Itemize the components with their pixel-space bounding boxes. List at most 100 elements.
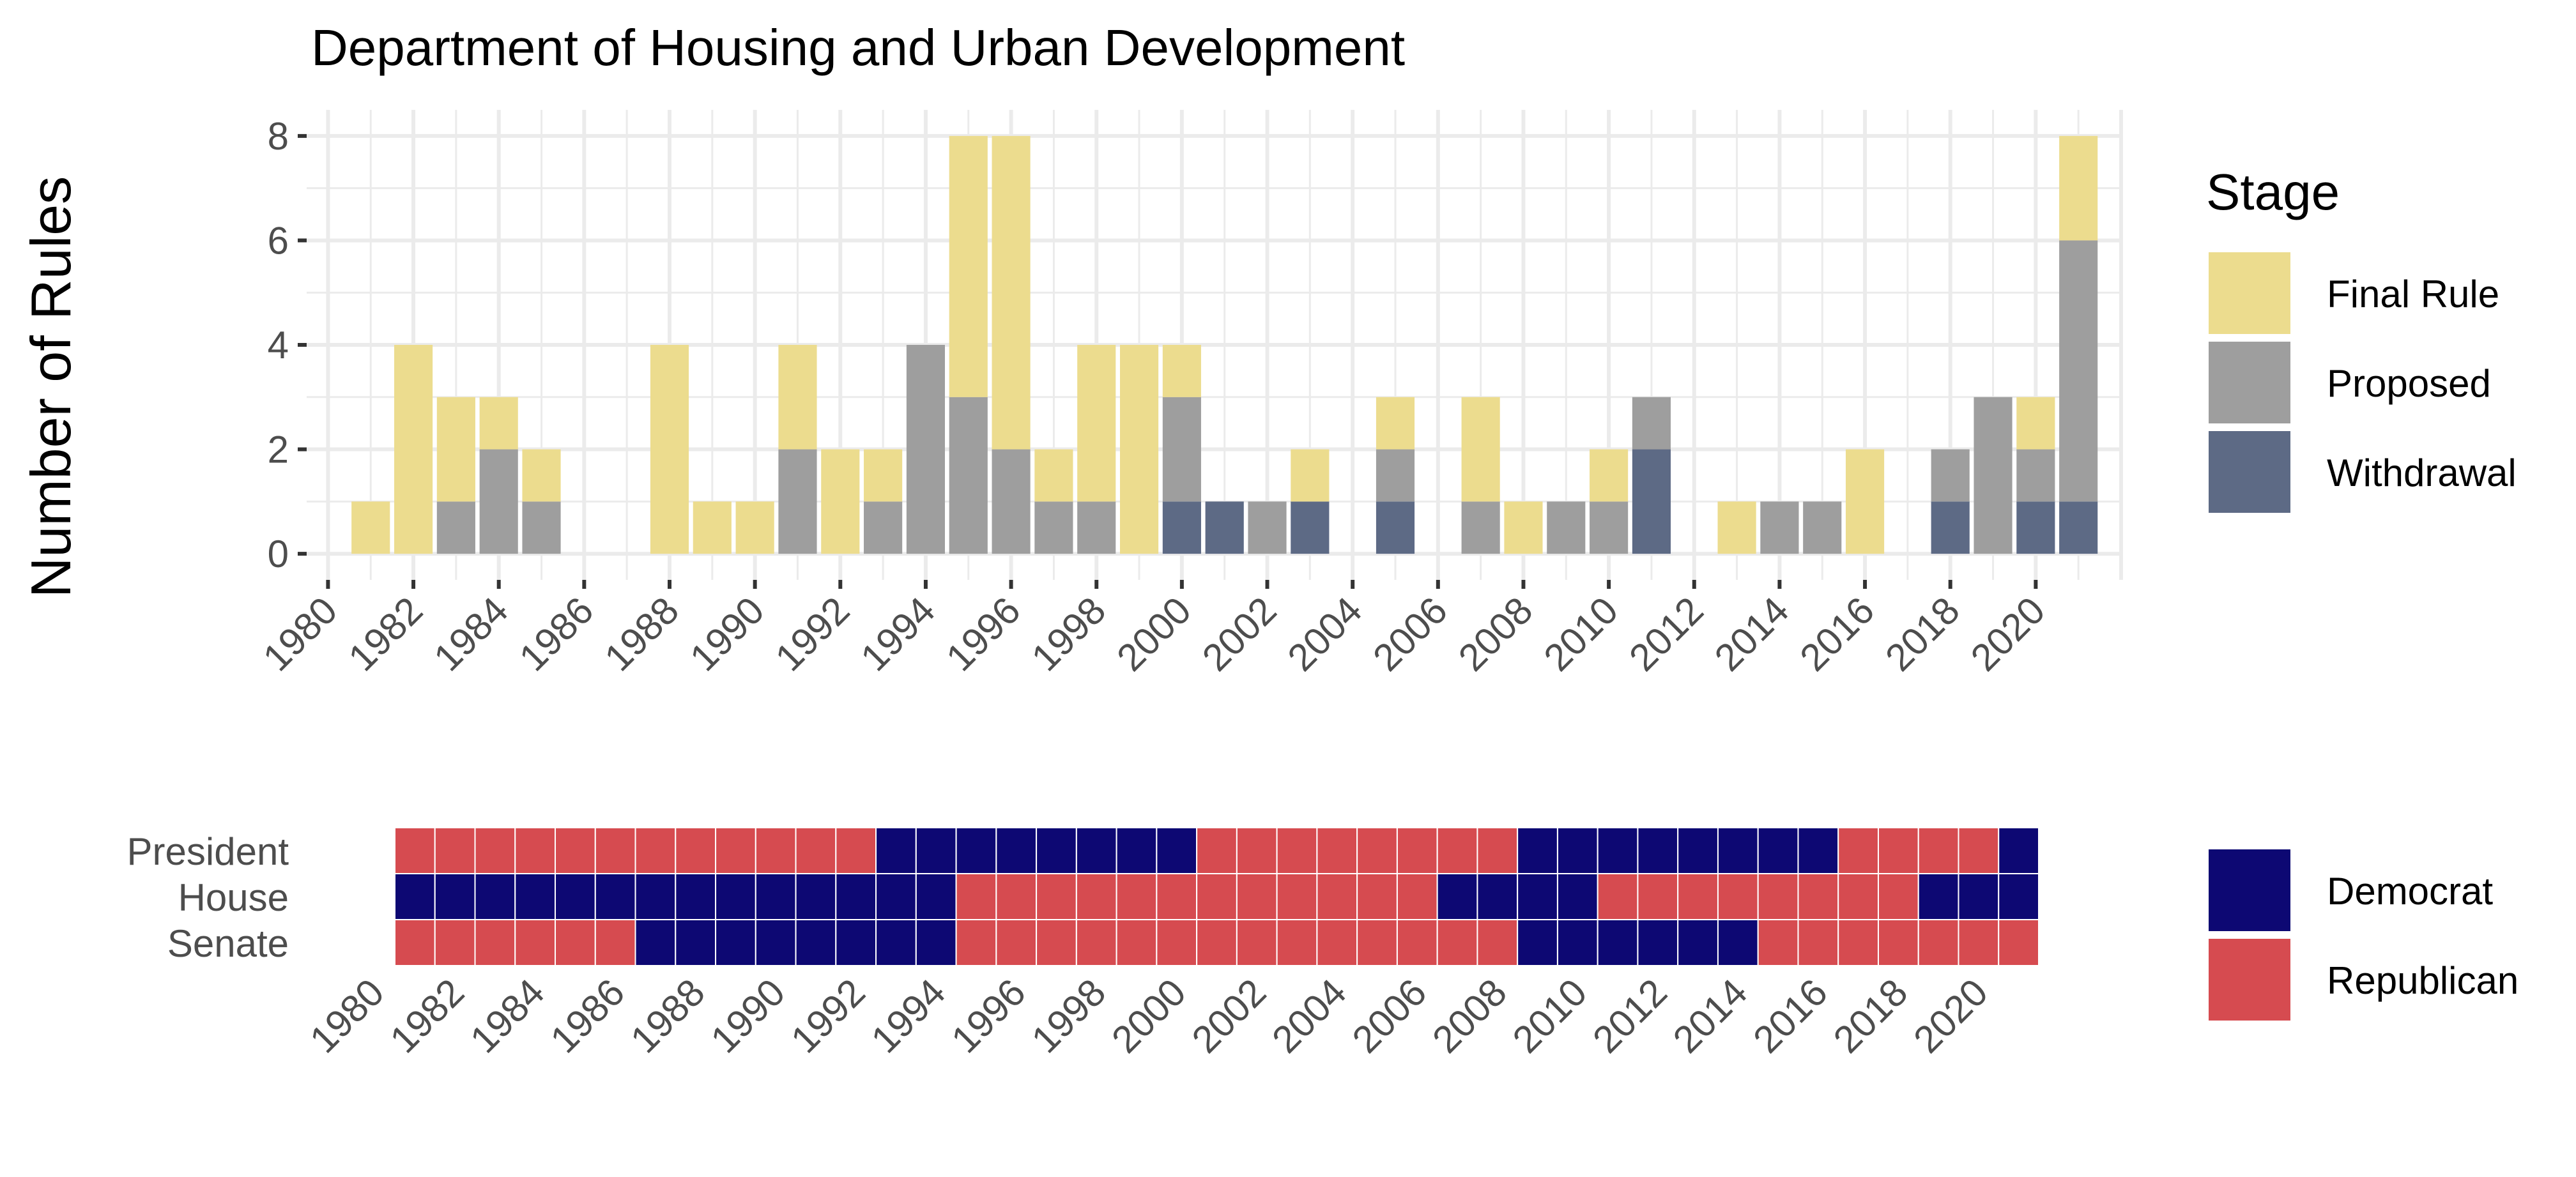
legend-key-democrat bbox=[2209, 849, 2290, 931]
heat-cell-house-1989 bbox=[715, 873, 756, 920]
heat-cell-president-1999 bbox=[1116, 827, 1158, 874]
bar-proposed-2009 bbox=[1547, 501, 1586, 554]
heat-cell-senate-1992 bbox=[835, 919, 877, 966]
row-label-house: House bbox=[178, 876, 289, 919]
bar-final-rule-1989 bbox=[693, 501, 732, 554]
heat-cell-president-1992 bbox=[835, 827, 877, 874]
bar-final-rule-2005 bbox=[1376, 397, 1415, 450]
bar-final-rule-2008 bbox=[1504, 501, 1543, 554]
bar-final-rule-1982 bbox=[394, 345, 433, 554]
heat-cell-senate-2008 bbox=[1476, 919, 1519, 966]
heat-cell-president-2002 bbox=[1236, 827, 1278, 874]
heat-cell-house-2009 bbox=[1517, 873, 1558, 920]
heat-cell-president-2011 bbox=[1597, 827, 1639, 874]
heat-cell-president-2007 bbox=[1436, 827, 1478, 874]
heat-cell-house-2014 bbox=[1717, 873, 1759, 920]
heat-cell-president-1986 bbox=[594, 827, 636, 874]
bars bbox=[351, 135, 2098, 554]
heat-cell-president-2009 bbox=[1517, 827, 1558, 874]
heat-cell-senate-1991 bbox=[795, 919, 837, 966]
bar-final-rule-1992 bbox=[821, 449, 860, 554]
heat-cell-senate-2020 bbox=[1958, 919, 2000, 966]
x-tick-label: 2016 bbox=[1791, 589, 1882, 680]
heat-cell-house-2011 bbox=[1597, 873, 1639, 920]
legend-label-final-rule: Final Rule bbox=[2327, 273, 2499, 315]
legend-label-republican: Republican bbox=[2327, 959, 2518, 1002]
bar-panel: 0246819801982198419861988199019921994199… bbox=[255, 110, 2123, 680]
heat-cell-house-2007 bbox=[1436, 873, 1478, 920]
heat-cell-senate-2009 bbox=[1517, 919, 1558, 966]
heat-cell-senate-2021 bbox=[1998, 919, 2039, 966]
heat-cell-house-1995 bbox=[955, 873, 997, 920]
x-tick-label: 2012 bbox=[1621, 589, 1712, 680]
x-tick-label: 2002 bbox=[1194, 589, 1285, 680]
y-tick-label: 4 bbox=[268, 324, 289, 367]
stage-legend-title: Stage bbox=[2206, 163, 2340, 220]
heat-cell-senate-2002 bbox=[1236, 919, 1278, 966]
heat-cell-president-1989 bbox=[715, 827, 756, 874]
heat-cell-house-1997 bbox=[1036, 873, 1077, 920]
heat-cell-house-1987 bbox=[634, 873, 677, 920]
heat-cell-house-2002 bbox=[1236, 873, 1278, 920]
x-tick-label: 1982 bbox=[340, 589, 431, 680]
stage-legend: Final Rule Proposed Withdrawal bbox=[2209, 252, 2517, 513]
heat-cell-senate-2013 bbox=[1677, 919, 1719, 966]
bar-withdrawal-2005 bbox=[1376, 501, 1415, 554]
heat-cell-president-2021 bbox=[1998, 827, 2039, 874]
heat-cell-senate-2011 bbox=[1597, 919, 1639, 966]
bar-withdrawal-2021 bbox=[2059, 501, 2098, 554]
legend-key-proposed bbox=[2209, 342, 2290, 423]
heat-cell-house-1991 bbox=[795, 873, 837, 920]
bar-proposed-2021 bbox=[2059, 240, 2098, 502]
bar-proposed-2015 bbox=[1803, 501, 1842, 554]
bar-final-rule-1995 bbox=[949, 135, 988, 397]
x-tick-label: 2020 bbox=[1963, 589, 2053, 680]
y-tick-label: 6 bbox=[268, 219, 289, 262]
heat-cell-house-2004 bbox=[1316, 873, 1358, 920]
bar-final-rule-1983 bbox=[436, 397, 475, 502]
heatmap-x-tick-label: 2006 bbox=[1344, 971, 1435, 1061]
bar-proposed-2005 bbox=[1376, 449, 1415, 502]
heat-cell-president-2003 bbox=[1276, 827, 1318, 874]
bar-final-rule-2000 bbox=[1162, 345, 1201, 397]
heatmap-x-tick-label: 1990 bbox=[703, 971, 793, 1061]
heat-cell-president-1998 bbox=[1075, 827, 1117, 874]
bar-proposed-2002 bbox=[1248, 501, 1287, 554]
legend-label-democrat: Democrat bbox=[2327, 870, 2493, 913]
row-label-president: President bbox=[127, 830, 289, 873]
heat-cell-senate-2004 bbox=[1316, 919, 1358, 966]
heat-cell-senate-1984 bbox=[514, 919, 556, 966]
heat-cell-house-1990 bbox=[755, 873, 797, 920]
heat-cell-house-2017 bbox=[1837, 873, 1879, 920]
heatmap-x-tick-label: 2016 bbox=[1745, 971, 1836, 1061]
bar-proposed-2011 bbox=[1632, 397, 1671, 450]
heat-cell-president-1997 bbox=[1036, 827, 1077, 874]
heat-cell-senate-2018 bbox=[1877, 919, 1919, 966]
heat-cell-senate-2003 bbox=[1276, 919, 1318, 966]
bar-final-rule-2010 bbox=[1590, 449, 1629, 502]
heat-cell-house-1986 bbox=[594, 873, 636, 920]
bar-proposed-1998 bbox=[1077, 501, 1116, 554]
bar-final-rule-2003 bbox=[1291, 449, 1330, 502]
heat-cell-house-2015 bbox=[1757, 873, 1799, 920]
x-tick-label: 1988 bbox=[596, 589, 687, 680]
bar-final-rule-1996 bbox=[992, 135, 1031, 450]
heat-cell-president-2016 bbox=[1797, 827, 1839, 874]
heat-cell-senate-1989 bbox=[715, 919, 756, 966]
heat-cell-president-1993 bbox=[875, 827, 917, 874]
heat-cell-house-1984 bbox=[514, 873, 556, 920]
heat-cell-senate-1987 bbox=[634, 919, 677, 966]
heat-cell-house-2018 bbox=[1877, 873, 1919, 920]
heat-cell-house-2012 bbox=[1637, 873, 1679, 920]
heat-cell-president-1984 bbox=[514, 827, 556, 874]
heat-cell-president-2001 bbox=[1196, 827, 1238, 874]
heat-cell-senate-1985 bbox=[555, 919, 596, 966]
bar-final-rule-1991 bbox=[778, 345, 817, 450]
heat-cell-senate-1993 bbox=[875, 919, 917, 966]
heat-cell-senate-1999 bbox=[1116, 919, 1158, 966]
heat-cell-president-1983 bbox=[474, 827, 516, 874]
x-tick-label: 2010 bbox=[1536, 589, 1627, 680]
heat-cell-senate-1995 bbox=[955, 919, 997, 966]
x-tick-label: 1984 bbox=[425, 589, 516, 680]
legend-key-final-rule bbox=[2209, 252, 2290, 334]
